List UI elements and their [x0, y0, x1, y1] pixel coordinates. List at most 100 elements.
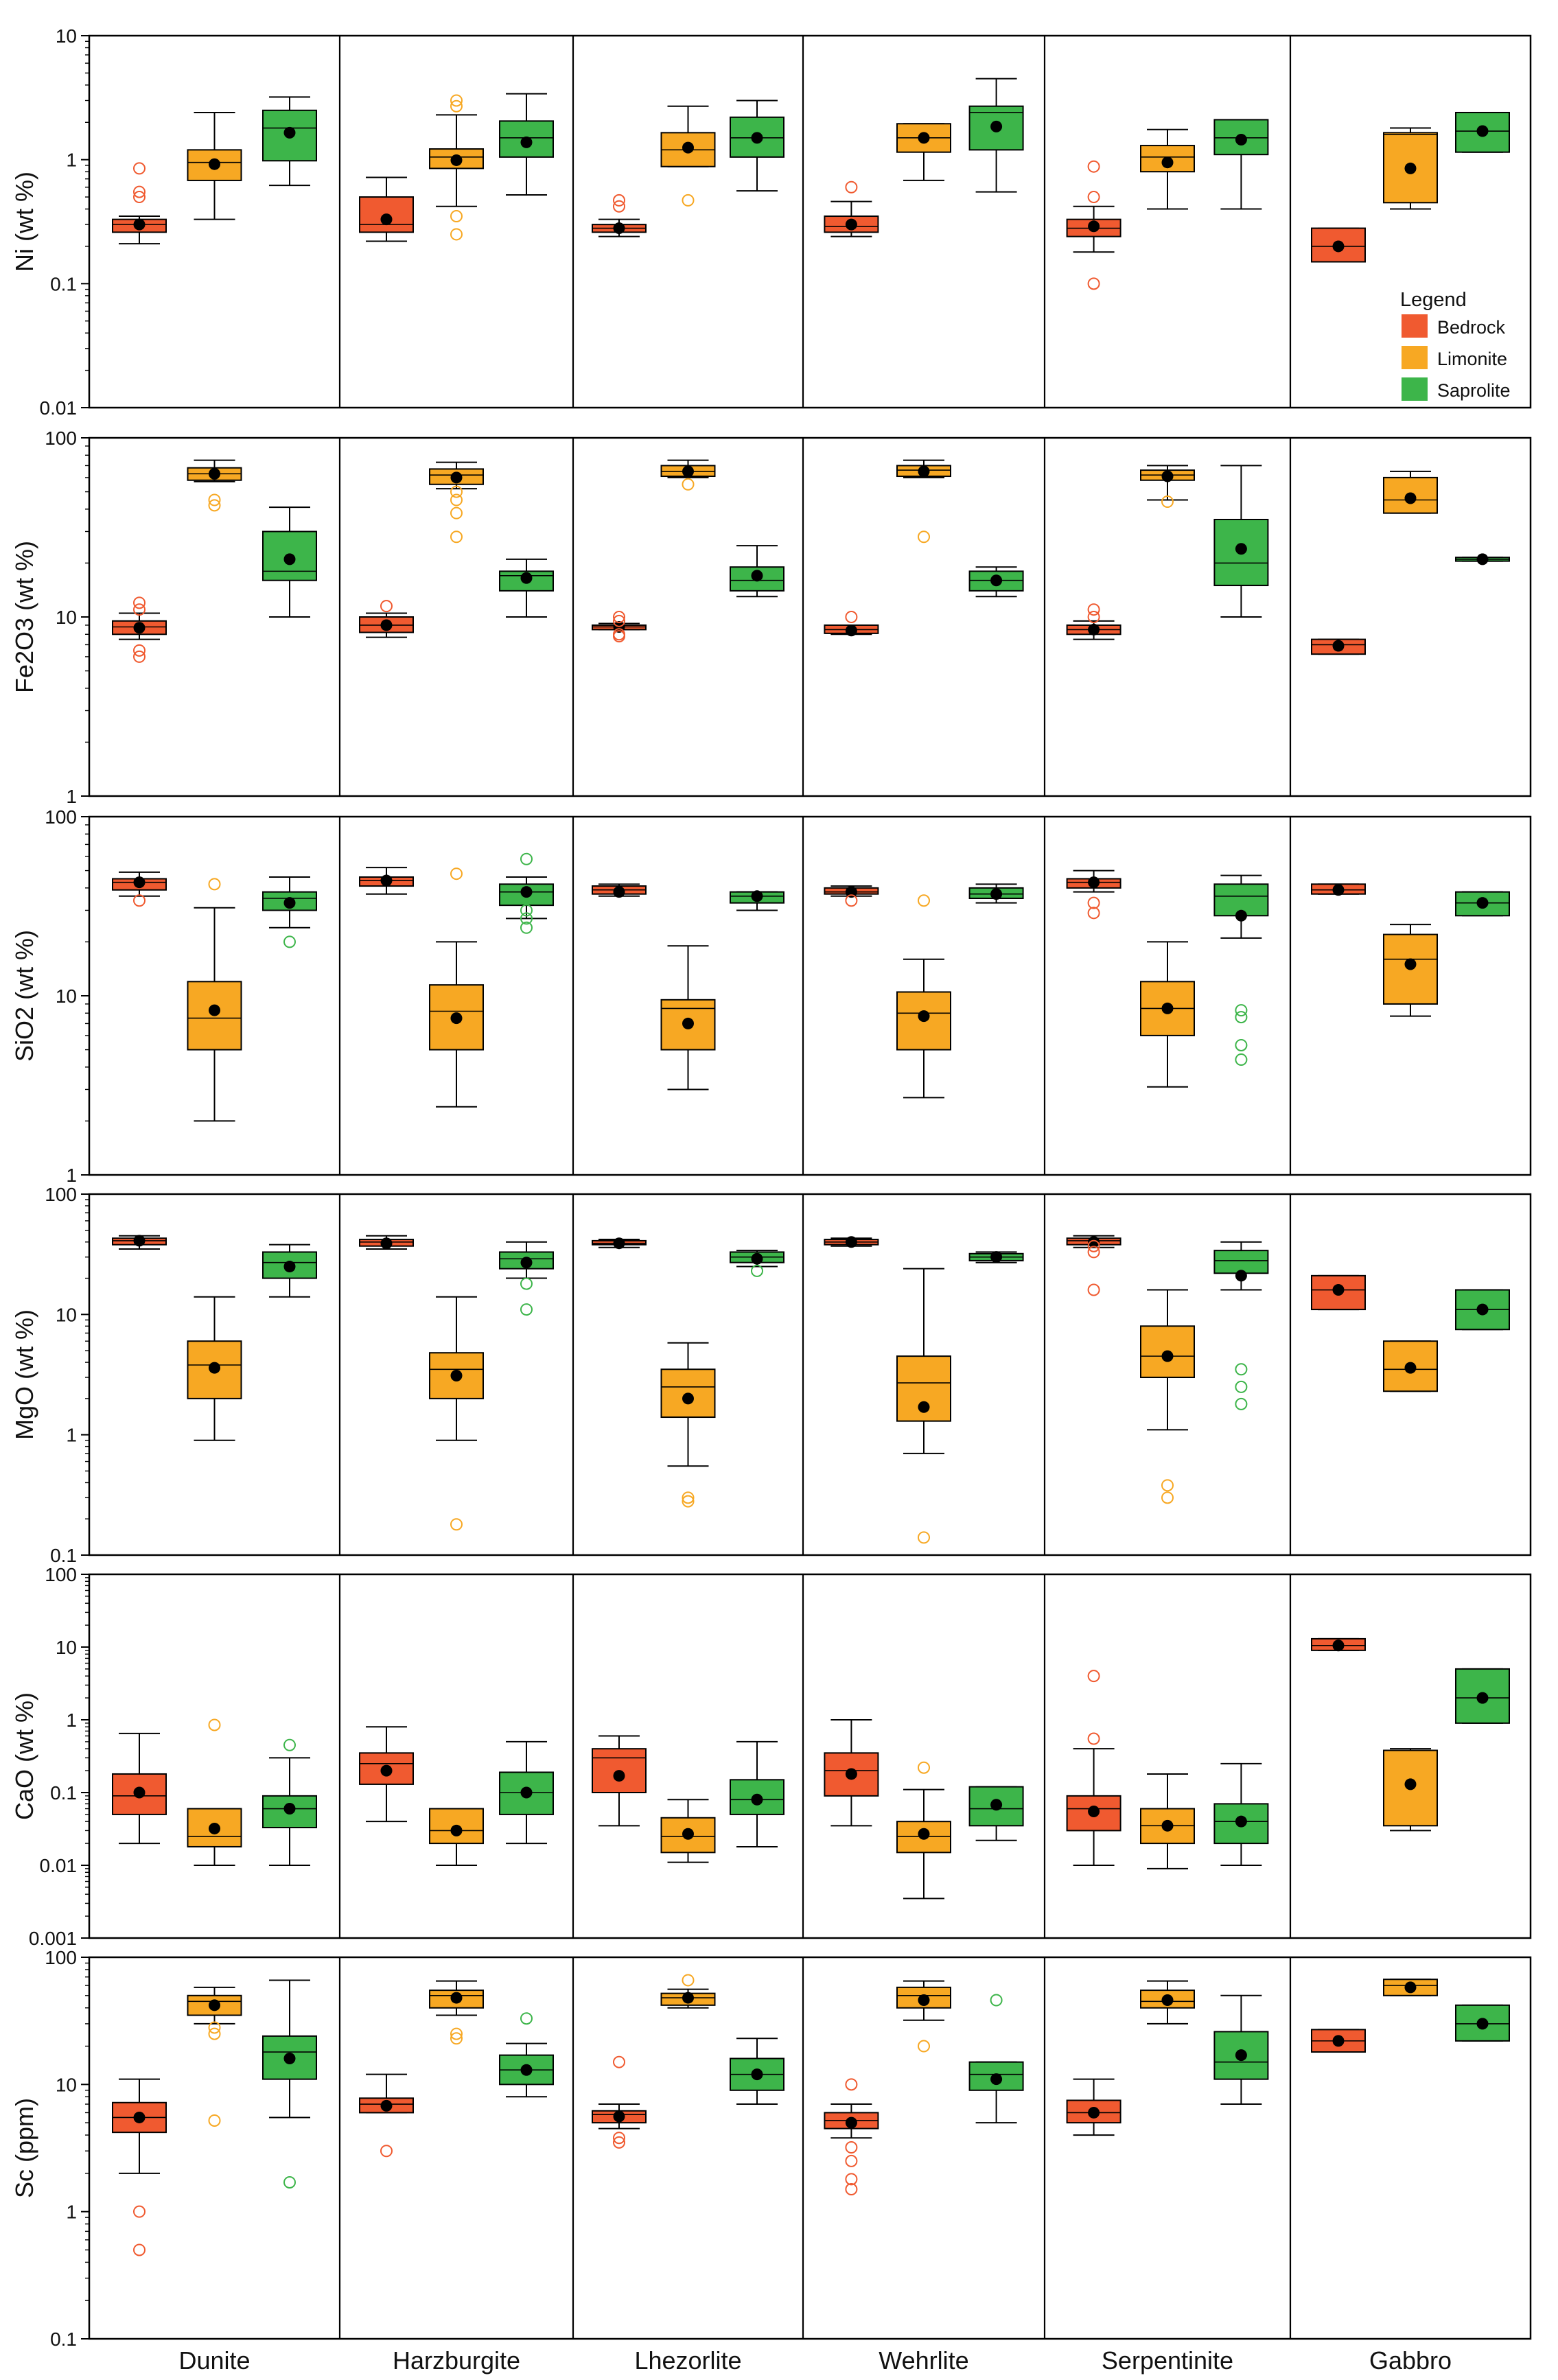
box-sio2-lhezorlite-bedrock: [592, 883, 647, 898]
mean-point: [1332, 1640, 1345, 1652]
box-mgo-lhezorlite-saprolite: [730, 1250, 784, 1277]
outlier-point: [133, 185, 146, 198]
outlier-point: [520, 1277, 533, 1290]
box-cao-serpentinite-saprolite: [1213, 1762, 1269, 1866]
outlier-point: [1087, 191, 1100, 204]
outlier-point: [1235, 1004, 1248, 1017]
outlier-point: [990, 1994, 1003, 2007]
box-mgo-dunite-bedrock: [112, 1235, 167, 1250]
mean-point: [613, 886, 625, 898]
mean-point: [283, 1803, 296, 1815]
mean-point: [1088, 220, 1100, 233]
outlier-point: [520, 2012, 533, 2025]
box-fe2o3-gabbro-limonite: [1383, 470, 1438, 514]
box-sc-harzburgite-bedrock: [359, 2073, 414, 2158]
mean-point: [1332, 240, 1345, 253]
box-sio2-gabbro-saprolite: [1455, 891, 1510, 917]
outlier-point: [450, 94, 463, 107]
outlier-point: [208, 2027, 221, 2040]
mean-point: [520, 2064, 533, 2076]
outlier-point: [450, 100, 463, 113]
box-cao-gabbro-saprolite: [1455, 1668, 1510, 1724]
box-sio2-serpentinite-saprolite: [1213, 874, 1269, 1066]
outlier-point: [450, 867, 463, 880]
mean-point: [380, 1237, 393, 1250]
box-mgo-harzburgite-limonite: [429, 1296, 484, 1531]
box-sio2-lhezorlite-limonite: [660, 945, 716, 1090]
box-mgo-serpentinite-saprolite: [1213, 1241, 1269, 1410]
box-mgo-dunite-limonite: [187, 1296, 242, 1441]
outlier-point: [208, 2021, 221, 2034]
mean-point: [283, 897, 296, 909]
box-body: [1213, 518, 1269, 587]
box-ni-gabbro-limonite: [1383, 127, 1438, 210]
outlier-point: [682, 1491, 695, 1504]
box-ni-wehrlite-limonite: [896, 123, 951, 181]
box-cao-wehrlite-limonite: [896, 1761, 951, 1900]
box-sc-gabbro-bedrock: [1311, 2029, 1366, 2053]
mean-point: [918, 132, 930, 144]
box-cao-harzburgite-bedrock: [359, 1726, 414, 1823]
outlier-point: [1087, 896, 1100, 909]
mean-point: [380, 213, 393, 226]
box-mgo-wehrlite-bedrock: [824, 1236, 879, 1248]
mean-point: [918, 1828, 930, 1840]
outlier-point: [208, 499, 221, 512]
outlier-point: [208, 1718, 221, 1731]
y-tick-label: 10: [56, 2074, 77, 2095]
mean-point: [380, 619, 393, 631]
mean-point: [520, 1257, 533, 1269]
chart-marks: [112, 78, 1510, 2256]
legend-swatch-saprolite: [1402, 377, 1428, 401]
box-mgo-dunite-saprolite: [262, 1244, 317, 1298]
box-sc-lhezorlite-bedrock: [592, 2055, 647, 2149]
mean-point: [1161, 1002, 1174, 1014]
outlier-point: [450, 2032, 463, 2045]
outlier-point: [1087, 160, 1100, 173]
mean-point: [133, 1786, 146, 1799]
panel-frame-cao: [88, 1573, 1532, 1939]
outlier-point: [1161, 1479, 1174, 1492]
mean-point: [918, 465, 930, 478]
box-sio2-harzburgite-bedrock: [359, 867, 414, 895]
box-sc-wehrlite-bedrock: [824, 2078, 879, 2196]
outlier-point: [613, 200, 625, 213]
box-mgo-serpentinite-limonite: [1140, 1289, 1195, 1504]
outlier-point: [682, 478, 695, 491]
mean-point: [283, 1261, 296, 1273]
box-ni-wehrlite-bedrock: [824, 180, 879, 237]
outlier-point: [380, 600, 393, 613]
mean-point: [133, 2111, 146, 2123]
mean-point: [133, 218, 146, 231]
mean-point: [450, 1370, 463, 1382]
box-ni-harzburgite-limonite: [429, 94, 484, 241]
outlier-point: [845, 894, 858, 907]
mean-point: [1476, 2018, 1489, 2030]
y-tick-label: 10: [56, 25, 77, 47]
box-cao-lhezorlite-saprolite: [730, 1740, 784, 1847]
mean-point: [1404, 958, 1417, 970]
mean-point: [450, 1012, 463, 1025]
box-mgo-wehrlite-saprolite: [968, 1251, 1024, 1263]
mean-point: [845, 2116, 857, 2129]
legend-label-bedrock: Bedrock: [1437, 317, 1506, 338]
outlier-point: [918, 2040, 930, 2053]
box-sio2-dunite-saprolite: [262, 876, 317, 948]
mean-point: [1235, 1270, 1247, 1282]
outlier-point: [845, 2183, 858, 2196]
y-tick-label: 0.1: [50, 2329, 77, 2350]
box-fe2o3-serpentinite-limonite: [1140, 465, 1195, 509]
panel-frame-mgo: [88, 1193, 1532, 1556]
mean-point: [1404, 1778, 1417, 1790]
box-mgo-lhezorlite-bedrock: [592, 1237, 647, 1250]
box-sc-lhezorlite-limonite: [660, 1974, 716, 2009]
outlier-point: [1235, 1363, 1248, 1376]
mean-point: [1404, 162, 1417, 174]
outlier-point: [133, 596, 146, 609]
box-body: [1066, 2099, 1121, 2124]
outlier-point: [283, 2175, 296, 2189]
outlier-point: [133, 2205, 146, 2218]
box-ni-harzburgite-saprolite: [499, 93, 554, 196]
mean-point: [380, 2099, 393, 2112]
box-ni-harzburgite-bedrock: [359, 176, 414, 242]
